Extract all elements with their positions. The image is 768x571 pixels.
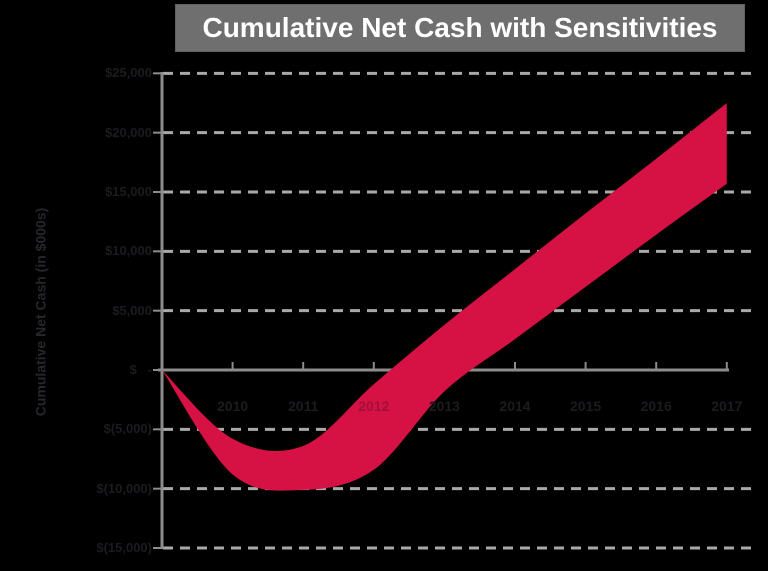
x-tick-label: 2011: [271, 398, 335, 414]
y-tick-label: $20,000: [38, 125, 152, 141]
x-tick-label: 2015: [554, 398, 618, 414]
y-tick-label: $(10,000): [38, 481, 152, 497]
y-tick-label: $5,000: [38, 303, 152, 319]
y-tick-label: $(5,000): [38, 421, 152, 437]
sensitivity-band: [162, 103, 727, 491]
x-tick-label: 2012: [342, 398, 406, 414]
x-tick-label: 2014: [483, 398, 547, 414]
x-tick-label: 2017: [695, 398, 759, 414]
x-tick-label: 2013: [412, 398, 476, 414]
chart-canvas: Cumulative Net Cash with Sensitivities C…: [0, 0, 768, 571]
y-tick-label: $ -: [38, 362, 152, 378]
x-tick-label: 2016: [624, 398, 688, 414]
y-tick-label: $10,000: [38, 243, 152, 259]
x-tick-label: 2010: [201, 398, 265, 414]
y-tick-label: $15,000: [38, 184, 152, 200]
y-tick-label: $25,000: [38, 65, 152, 81]
y-tick-label: $(15,000): [38, 540, 152, 556]
